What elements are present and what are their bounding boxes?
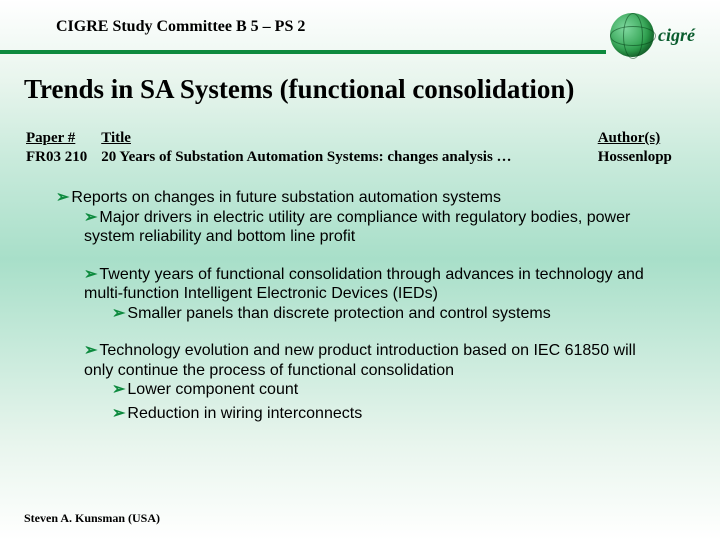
bullet-text: Smaller panels than discrete protection … [127, 305, 550, 322]
table-header-row: Paper # Title Author(s) [24, 130, 696, 148]
divider-bar [0, 50, 606, 54]
bullet-text: Twenty years of functional consolidation… [84, 266, 644, 303]
bullet-item: ➢Major drivers in electric utility are c… [56, 208, 666, 247]
bullet-text: Reports on changes in future substation … [71, 189, 501, 206]
cigre-logo: cigré [610, 6, 710, 64]
arrow-icon: ➢ [112, 381, 125, 398]
arrow-icon: ➢ [112, 305, 125, 322]
bullet-item: ➢Twenty years of functional consolidatio… [56, 265, 666, 304]
logo-text: cigré [658, 25, 695, 46]
cell-paper: FR03 210 [24, 148, 99, 167]
bullet-content: ➢Reports on changes in future substation… [56, 188, 666, 437]
bullet-group-3: ➢Technology evolution and new product in… [56, 341, 666, 423]
bullet-item: ➢Reduction in wiring interconnects [56, 404, 666, 424]
bullet-item: ➢Technology evolution and new product in… [56, 341, 666, 380]
bullet-text: Reduction in wiring interconnects [127, 405, 362, 422]
arrow-icon: ➢ [84, 209, 97, 226]
col-author: Author(s) [596, 130, 696, 148]
page-title: Trends in SA Systems (functional consoli… [24, 74, 574, 105]
globe-icon [610, 13, 654, 57]
bullet-group-2: ➢Twenty years of functional consolidatio… [56, 265, 666, 324]
footer-author: Steven A. Kunsman (USA) [24, 511, 160, 526]
bullet-group-1: ➢Reports on changes in future substation… [56, 188, 666, 247]
arrow-icon: ➢ [84, 266, 97, 283]
bullet-text: Lower component count [127, 381, 298, 398]
cell-author: Hossenlopp [596, 148, 696, 167]
arrow-icon: ➢ [84, 342, 97, 359]
bullet-item: ➢Smaller panels than discrete protection… [56, 304, 666, 324]
bullet-item: ➢Lower component count [56, 380, 666, 400]
table-row: FR03 210 20 Years of Substation Automati… [24, 148, 696, 167]
bullet-text: Major drivers in electric utility are co… [84, 209, 630, 246]
bullet-item: ➢Reports on changes in future substation… [56, 188, 666, 208]
col-title: Title [99, 130, 595, 148]
cell-title: 20 Years of Substation Automation System… [99, 148, 595, 167]
arrow-icon: ➢ [112, 405, 125, 422]
bullet-text: Technology evolution and new product int… [84, 342, 636, 379]
col-paper: Paper # [24, 130, 99, 148]
arrow-icon: ➢ [56, 189, 69, 206]
committee-header: CIGRE Study Committee B 5 – PS 2 [56, 18, 305, 36]
paper-table: Paper # Title Author(s) FR03 210 20 Year… [24, 130, 696, 167]
